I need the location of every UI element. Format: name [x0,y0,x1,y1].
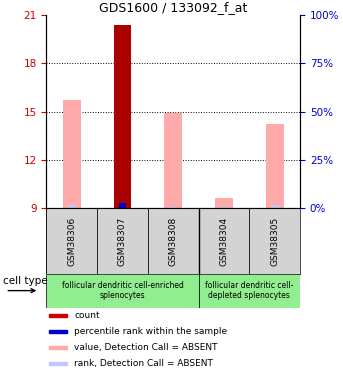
Bar [49,346,67,349]
Text: GSM38305: GSM38305 [270,216,279,266]
Bar [249,208,300,274]
Bar [215,198,233,208]
Text: GSM38307: GSM38307 [118,216,127,266]
Text: rank, Detection Call = ABSENT: rank, Detection Call = ABSENT [74,359,213,368]
Text: count: count [74,311,100,320]
Text: GSM38308: GSM38308 [169,216,178,266]
Text: GSM38306: GSM38306 [67,216,76,266]
Bar [68,205,75,208]
Bar [49,330,67,333]
Bar [46,274,199,308]
Title: GDS1600 / 133092_f_at: GDS1600 / 133092_f_at [99,1,247,14]
FancyArrowPatch shape [8,289,35,292]
Bar [164,113,182,208]
Text: follicular dendritic cell-enriched
splenocytes: follicular dendritic cell-enriched splen… [61,281,184,300]
Bar [119,203,126,208]
Bar [220,207,228,208]
Bar [49,314,67,317]
Text: follicular dendritic cell-
depleted splenocytes: follicular dendritic cell- depleted sple… [205,281,294,300]
Bar [46,208,97,274]
Bar [271,205,279,208]
Bar [63,100,81,208]
Bar [199,274,300,308]
Text: GSM38304: GSM38304 [220,216,228,266]
Bar [97,208,148,274]
Bar [114,25,131,208]
Bar [169,207,177,208]
Bar [49,362,67,365]
Bar [266,124,284,208]
Text: percentile rank within the sample: percentile rank within the sample [74,327,227,336]
Bar [148,208,199,274]
Bar [199,208,249,274]
Text: cell type: cell type [3,276,48,286]
Text: value, Detection Call = ABSENT: value, Detection Call = ABSENT [74,343,218,352]
